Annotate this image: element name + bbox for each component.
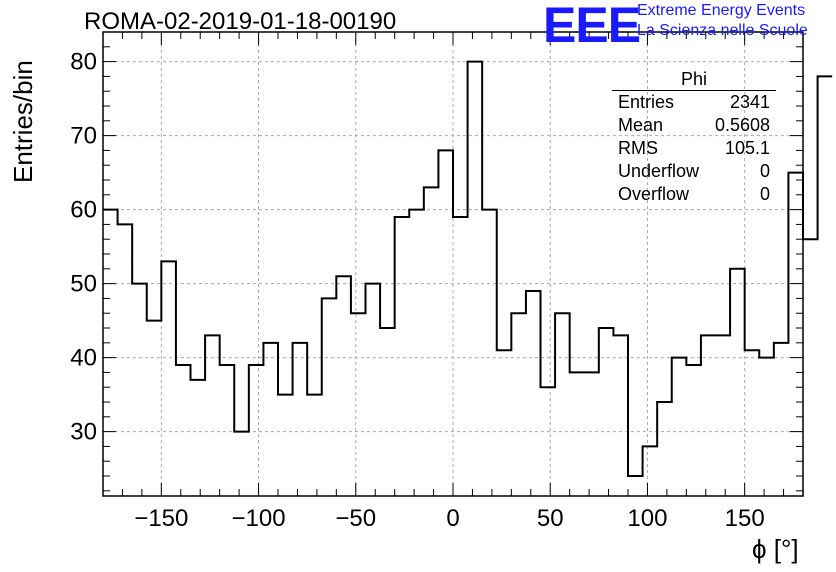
stats-value: 105.1 <box>724 138 770 158</box>
x-tick-label: 0 <box>446 505 459 532</box>
y-tick-label: 30 <box>70 419 97 446</box>
x-tick-label: −100 <box>232 505 286 532</box>
x-tick-label: 100 <box>627 505 667 532</box>
stats-value: 0.5608 <box>714 115 770 135</box>
y-tick-label: 40 <box>70 345 97 372</box>
y-tick-label: 80 <box>70 49 97 76</box>
histogram-series <box>103 60 833 478</box>
stats-value: 0 <box>759 161 770 181</box>
y-tick-label: 50 <box>70 271 97 298</box>
stats-value: 0 <box>759 184 770 204</box>
y-tick-label: 60 <box>70 197 97 224</box>
stats-label: Underflow <box>618 161 700 181</box>
stats-label: Overflow <box>618 184 690 204</box>
y-axis-label: Entries/bin <box>8 60 38 183</box>
stats-row-underflow: Underflow 0 <box>612 160 776 183</box>
stats-label: RMS <box>618 138 658 158</box>
stats-row-mean: Mean 0.5608 <box>612 114 776 137</box>
stats-title: Phi <box>612 68 776 91</box>
stats-row-entries: Entries 2341 <box>612 91 776 114</box>
eee-logo: EEE <box>543 0 641 53</box>
run-title: ROMA-02-2019-01-18-00190 <box>84 8 397 35</box>
org-name-line1: Extreme Energy Events <box>637 2 806 19</box>
stats-label: Entries <box>618 92 675 112</box>
stats-row-rms: RMS 105.1 <box>612 137 776 160</box>
stats-row-overflow: Overflow 0 <box>612 183 776 206</box>
x-tick-label: 150 <box>725 505 765 532</box>
x-axis-label: ϕ [°] <box>752 534 799 564</box>
x-tick-label: 50 <box>537 505 564 532</box>
org-name-line2: La Scienza nelle Scuole <box>637 22 808 39</box>
stats-box: Phi Entries 2341 Mean 0.5608 RMS 105.1 U… <box>612 68 776 206</box>
x-tick-label: −50 <box>335 505 376 532</box>
y-tick-label: 70 <box>70 123 97 150</box>
stats-value: 2341 <box>729 92 770 112</box>
x-tick-label: −150 <box>134 505 188 532</box>
stats-label: Mean <box>618 115 664 135</box>
